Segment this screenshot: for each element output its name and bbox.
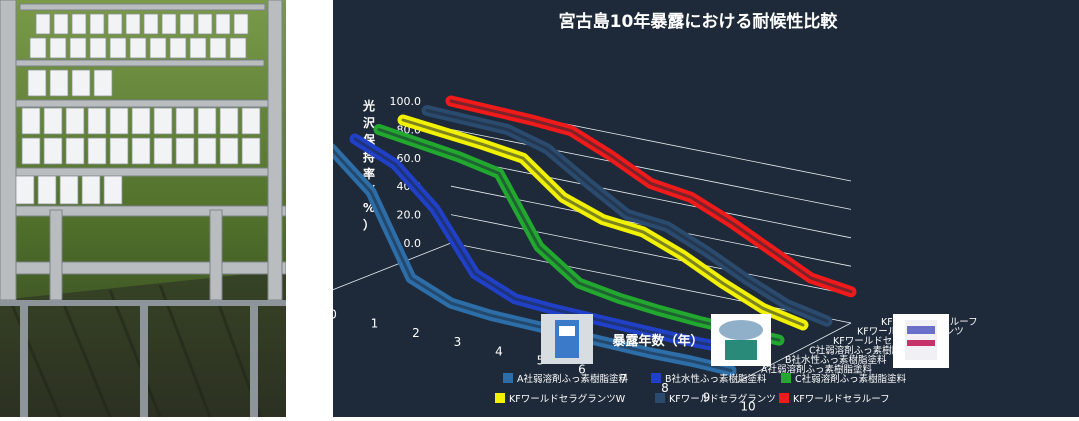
x-tick-label: 7 xyxy=(620,372,628,386)
gridline xyxy=(450,157,852,239)
x-tick-label: 8 xyxy=(661,381,669,395)
x-tick-label: 9 xyxy=(703,390,711,404)
gridline xyxy=(450,242,852,324)
series-ribbon-core xyxy=(401,118,805,327)
floor-edge xyxy=(736,322,852,383)
legend: A社弱溶剤ふっ素樹脂塗料 B社水性ふっ素樹脂塗料 C社弱溶剤ふっ素樹脂塗料 KFワール… xyxy=(495,373,907,405)
series-depth-label: A社弱溶剤ふっ素樹脂塗料 xyxy=(761,364,872,376)
series-ribbon-core xyxy=(333,148,733,372)
x-tick-label: 0 xyxy=(333,308,337,322)
series-ribbon xyxy=(373,124,785,346)
series-ribbon-core xyxy=(377,128,781,342)
x-tick-label: 2 xyxy=(412,326,420,340)
legend-swatch xyxy=(781,373,791,383)
legend-label: KFワールドセラルーフ xyxy=(793,394,890,405)
chart-title: 宮古島10年暴露における耐候性比較 xyxy=(559,11,839,32)
exposure-test-photo xyxy=(0,0,287,418)
series-line xyxy=(445,95,857,298)
x-axis-label: 暴露年数（年） xyxy=(611,333,703,349)
series-line xyxy=(373,124,785,346)
legend-label: A社弱溶剤ふっ素樹脂塗料 xyxy=(517,373,628,385)
series-line xyxy=(397,114,809,331)
legend-label: B社水性ふっ素樹脂塗料 xyxy=(665,373,767,385)
series-line xyxy=(349,133,761,361)
x-tick-label: 3 xyxy=(454,335,462,349)
product-can-a xyxy=(541,314,593,364)
ylabel-char: 沢 xyxy=(363,115,376,130)
x-tick-label: 6 xyxy=(578,363,586,377)
ylabel-char: 光 xyxy=(362,98,375,113)
legend-label: KFワールドセラグランツ xyxy=(669,393,776,405)
series-line xyxy=(333,143,737,376)
legend-swatch xyxy=(651,373,661,383)
legend-label: KFワールドセラグランツW xyxy=(509,393,626,405)
series-ribbon-core xyxy=(425,109,829,323)
y-axis-label: 光 沢 保 持 率 （ % ） xyxy=(362,98,376,232)
series-ribbon-core xyxy=(353,137,757,357)
x-tick-labels: 0 1 2 3 4 5 6 7 8 9 10 xyxy=(333,308,756,414)
legend-swatch xyxy=(779,393,789,403)
y-tick-label: 100.0 xyxy=(390,95,422,108)
ylabel-char: 率 xyxy=(363,166,375,181)
x-tick-label: 1 xyxy=(371,317,379,331)
y-tick-label: 20.0 xyxy=(397,209,422,222)
x-tick-label: 10 xyxy=(740,400,755,414)
series-depth-label: B社水性ふっ素樹脂塗料 xyxy=(785,354,887,366)
gridline xyxy=(450,129,852,210)
y-tick-label: 0.0 xyxy=(404,237,422,250)
legend-label: C社弱溶剤ふっ素樹脂塗料 xyxy=(795,373,907,385)
ylabel-char: ） xyxy=(363,217,375,232)
product-can-c xyxy=(893,314,949,368)
gridline xyxy=(450,214,852,295)
y-tick-label: 60.0 xyxy=(397,152,422,165)
x-tick-label: 4 xyxy=(495,344,503,358)
series-line xyxy=(421,105,833,327)
series-ribbon-core xyxy=(449,99,853,294)
legend-swatch xyxy=(655,393,665,403)
chart-panel: 宮古島10年暴露における耐候性比較 光 沢 保 持 率 （ % ） 0.0 20.… xyxy=(333,0,1079,417)
floor-edge xyxy=(333,242,452,291)
legend-swatch xyxy=(495,393,505,403)
legend-swatch xyxy=(503,373,513,383)
series-depth-label: C社弱溶剤ふっ素樹脂塗料 xyxy=(809,345,921,357)
product-can-b xyxy=(711,314,771,366)
x-tick-label: 5 xyxy=(537,354,545,368)
